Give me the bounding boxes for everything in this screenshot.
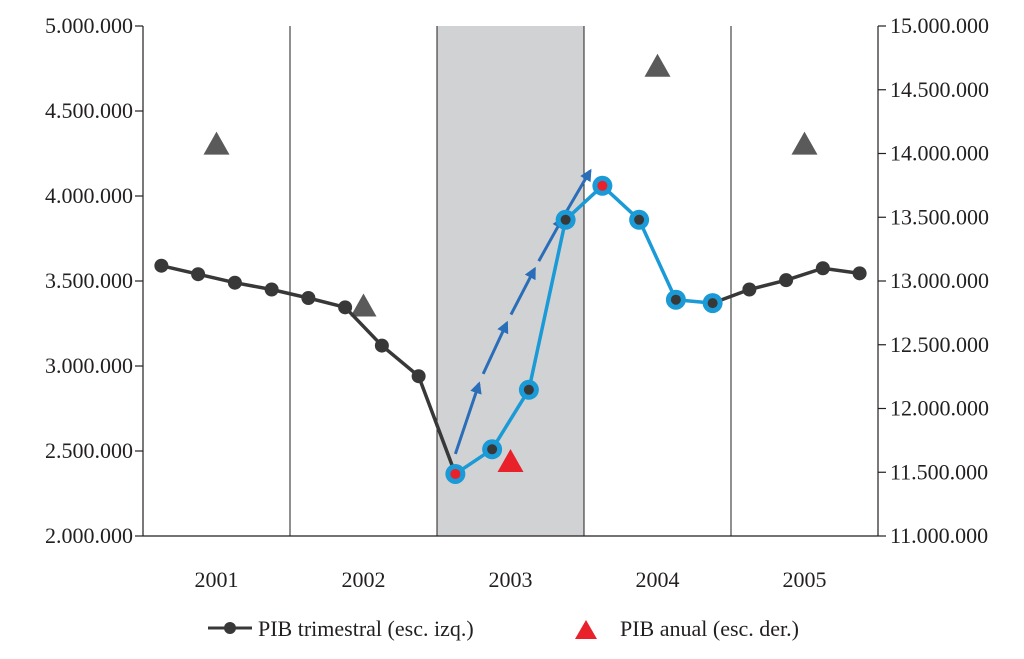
quarterly-point [523,384,534,395]
annual-point [644,53,671,77]
x-tick-label: 2005 [783,567,827,592]
quarterly-point [411,369,426,384]
quarterly-point [487,444,498,455]
quarterly-point [707,298,718,309]
right-tick-label: 15.000.000 [890,13,989,38]
quarterly-point [852,266,867,281]
quarterly-point [597,180,608,191]
annual-point [791,131,818,155]
x-tick-label: 2004 [636,567,680,592]
legend-annual-marker [575,620,597,639]
legend: PIB trimestral (esc. izq.) PIB anual (es… [208,616,799,641]
x-tick-label: 2002 [342,567,386,592]
right-tick-label: 11.500.000 [890,459,988,484]
quarterly-point [374,338,389,353]
quarterly-point [191,267,206,282]
quarterly-point [742,282,757,297]
trend-arrows [453,168,592,455]
right-axis-ticks: 11.000.000 11.500.000 12.000.000 12.500.000… [878,13,989,548]
left-axis-ticks: 2.000.000 2.500.000 3.000.000 3.500.000 4.00… [45,13,143,548]
left-tick-label: 3.000.000 [45,353,133,378]
quarterly-point [634,214,645,225]
x-axis-labels: 2001 2002 2003 2004 2005 [195,567,827,592]
quarterly-point [301,291,316,305]
left-tick-label: 3.500.000 [45,268,133,293]
quarterly-point [227,275,242,290]
right-tick-label: 14.500.000 [890,77,989,102]
left-tick-label: 2.000.000 [45,523,133,548]
left-tick-label: 4.500.000 [45,98,133,123]
quarterly-point [779,273,794,288]
trend-arrow [565,168,592,212]
quarterly-point [338,300,353,315]
right-tick-label: 13.500.000 [890,204,989,229]
quarterly-line-highlight [454,183,713,476]
left-tick-label: 2.500.000 [45,438,133,463]
right-tick-label: 12.000.000 [890,396,989,421]
quarterly-point [450,468,461,479]
quarterly-point [560,214,571,225]
trend-arrow [509,266,536,316]
trend-arrow [453,381,482,455]
right-tick-label: 11.000.000 [890,523,988,548]
right-tick-label: 14.000.000 [890,141,989,166]
quarterly-point [264,282,279,297]
year-dividers [289,26,732,536]
quarterly-point [670,294,681,305]
x-tick-label: 2003 [489,567,533,592]
legend-quarterly-marker [224,622,236,634]
quarterly-point [815,261,830,276]
annual-point [497,449,524,473]
annual-point [203,131,230,155]
right-tick-label: 12.500.000 [890,332,989,357]
quarterly-point [154,258,169,273]
left-tick-label: 5.000.000 [45,13,133,38]
annual-series [203,53,818,473]
quarterly-series [154,175,867,484]
x-tick-label: 2001 [195,567,239,592]
legend-annual-label: PIB anual (esc. der.) [620,616,799,641]
trend-arrow [481,320,509,375]
legend-quarterly-label: PIB trimestral (esc. izq.) [258,616,474,641]
left-tick-label: 4.000.000 [45,183,133,208]
right-tick-label: 13.000.000 [890,268,989,293]
annual-point [350,293,377,317]
